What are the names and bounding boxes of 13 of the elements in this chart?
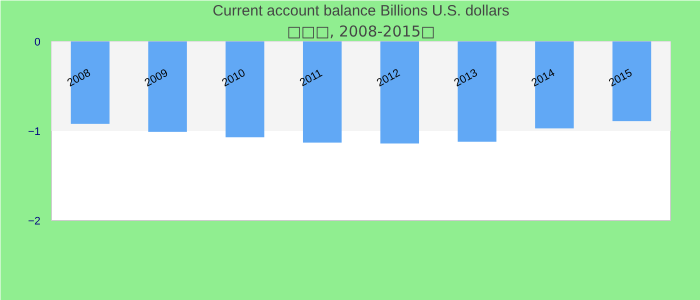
x-tick-label: 2008 [65,67,93,90]
chart-title: Current account balance Billions U.S. dollars [212,2,510,20]
y-tick-label: −2 [28,216,41,228]
x-tick-label: 2013 [452,67,480,90]
x-tick-label: 2012 [374,67,402,90]
y-tick-label: −1 [28,126,41,138]
x-tick-label: 2015 [607,67,634,90]
x-tick-label: 2011 [298,67,324,90]
x-tick-label: 2014 [530,67,557,90]
y-tick-label: 0 [34,36,41,48]
x-tick-label: 2010 [220,67,248,90]
x-tick-label: 2009 [142,67,170,90]
chart-subtitle: □□□, 2008-2015□ [287,22,436,40]
